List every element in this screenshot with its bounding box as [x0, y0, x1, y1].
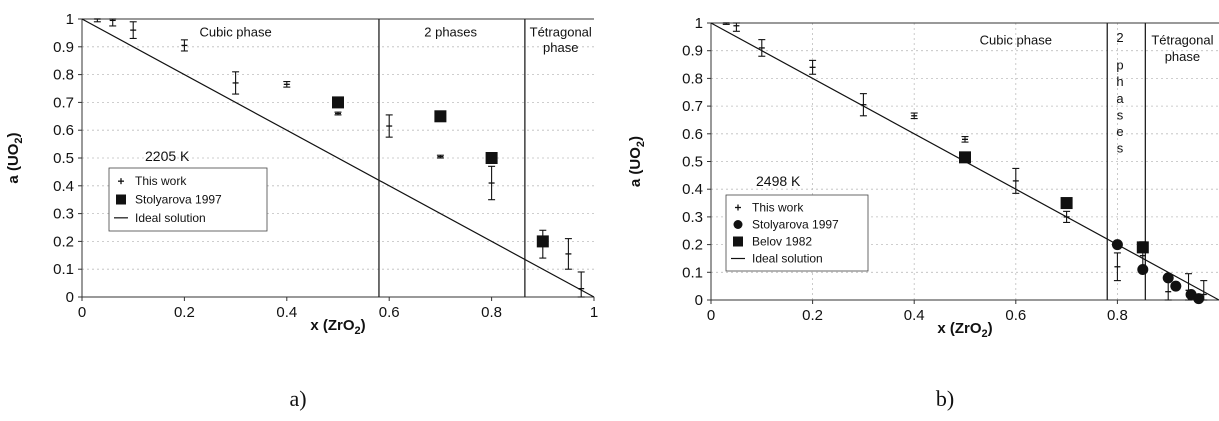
y-axis-label: a (UO2) — [627, 136, 647, 187]
figure-caption: b) — [936, 386, 954, 411]
square-point — [434, 110, 447, 123]
circle-point — [1137, 264, 1149, 276]
y-tick-label: 0.9 — [53, 39, 74, 56]
x-tick-label: 0.6 — [1005, 307, 1026, 324]
y-tick-label: 0 — [695, 292, 703, 309]
region-label: e — [1116, 124, 1123, 139]
circle-point — [1162, 272, 1174, 284]
legend-marker-square — [116, 194, 126, 205]
legend-box — [108, 167, 268, 232]
x-axis-label: x (ZrO2) — [937, 320, 992, 340]
region-label: Tétragonal — [1151, 33, 1213, 48]
y-tick-label: 0.2 — [682, 237, 703, 254]
square-point — [536, 235, 549, 248]
square-point — [485, 152, 498, 164]
legend-marker-circle — [733, 220, 743, 229]
square-point — [1136, 241, 1149, 254]
circle-point — [1193, 293, 1205, 305]
legend-entry: This work — [752, 201, 804, 215]
legend-entry: Belov 1982 — [752, 235, 812, 249]
ideal-solution-line — [710, 22, 1219, 301]
x-tick-label: 0.8 — [481, 304, 502, 321]
x-axis-label: x (ZrO2) — [310, 317, 365, 337]
y-tick-label: 0.1 — [53, 261, 74, 278]
y-tick-label: 1 — [66, 11, 74, 28]
square-point — [332, 96, 344, 109]
y-axis-label: a (UO2) — [5, 132, 25, 183]
region-label: 2 — [1116, 30, 1123, 45]
region-label: Cubic phase — [199, 25, 271, 40]
region-label: h — [1116, 74, 1123, 89]
y-tick-label: 0.2 — [53, 233, 74, 250]
y-tick-label: 0.7 — [682, 98, 703, 115]
y-tick-label: 1 — [695, 15, 703, 32]
legend-entry: Stolyarova 1997 — [135, 193, 222, 207]
region-label: p — [1116, 58, 1123, 73]
region-label: phase — [543, 40, 578, 55]
region-label: 2 phases — [424, 25, 477, 40]
y-tick-label: 0.8 — [682, 70, 703, 87]
x-tick-label: 0.8 — [1107, 307, 1128, 324]
region-label: Tétragonal — [530, 25, 592, 40]
y-tick-label: 0.7 — [53, 94, 74, 111]
temperature-label: 2205 K — [145, 148, 190, 164]
y-tick-label: 0.1 — [682, 264, 703, 281]
x-tick-label: 0.6 — [379, 304, 400, 321]
legend-marker-square — [733, 236, 743, 247]
region-label: phase — [1165, 49, 1200, 64]
x-tick-label: 0 — [78, 304, 86, 321]
x-tick-label: 1 — [590, 304, 598, 321]
circle-point — [1170, 280, 1182, 292]
region-label: a — [1116, 91, 1124, 106]
y-tick-label: 0.4 — [682, 181, 703, 198]
x-tick-label: 0.2 — [174, 304, 195, 321]
legend-entry: This work — [135, 174, 187, 188]
x-tick-label: 0.2 — [802, 307, 823, 324]
y-tick-label: 0.6 — [53, 122, 74, 139]
y-tick-label: 0.3 — [682, 209, 703, 226]
x-tick-label: 0.4 — [276, 304, 297, 321]
chart-b: 0 0.1 0.2 0.3 0.4 0.5 0.6 0.7 0.8 0.9 1 0 0.2 0.4 0.6 0… — [627, 15, 1219, 411]
region-label: s — [1117, 141, 1124, 156]
region-label: Cubic phase — [980, 33, 1052, 48]
y-tick-label: 0.3 — [53, 206, 74, 223]
legend-entry: Ideal solution — [135, 211, 206, 225]
region-label: s — [1117, 107, 1124, 122]
ideal-solution-line — [81, 18, 595, 298]
legend-box — [725, 194, 869, 272]
square-point — [1060, 197, 1073, 210]
figure-caption: a) — [289, 386, 306, 411]
y-tick-label: 0.4 — [53, 178, 74, 195]
legend-entry: Ideal solution — [752, 252, 823, 266]
y-tick-label: 0.5 — [682, 154, 703, 171]
temperature-label: 2498 K — [756, 173, 801, 189]
y-tick-label: 0 — [66, 289, 74, 306]
x-tick-label: 0 — [707, 307, 715, 324]
chart-a: 0 0.1 0.2 0.3 0.4 0.5 0.6 0.7 0.8 0.9 1 0 0.2 0.4 0.6 0… — [5, 11, 598, 411]
y-tick-label: 0.9 — [682, 43, 703, 60]
y-tick-label: 0.5 — [53, 150, 74, 167]
y-tick-label: 0.8 — [53, 67, 74, 84]
legend-entry: Stolyarova 1997 — [752, 218, 839, 232]
x-tick-label: 0.4 — [904, 307, 925, 324]
y-tick-label: 0.6 — [682, 126, 703, 143]
